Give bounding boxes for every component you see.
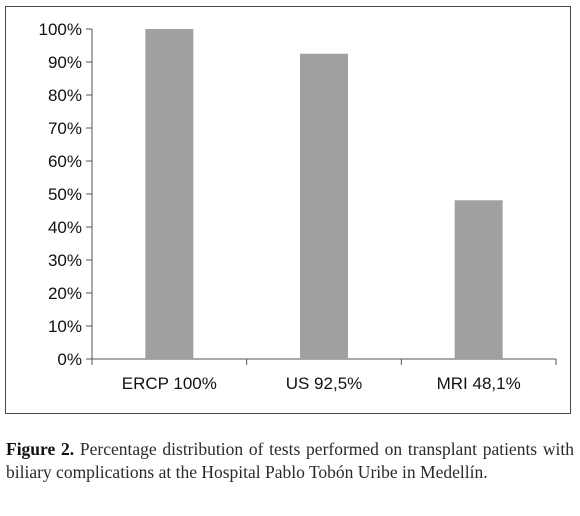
x-category-label: MRI 48,1%	[437, 374, 521, 393]
caption-text: Percentage distribution of tests perform…	[6, 439, 574, 482]
y-tick-label: 90%	[48, 53, 82, 72]
y-tick-label: 10%	[48, 317, 82, 336]
bar-chart: 0% 10% 20% 30% 40% 50% 60% 70% 80% 90% 100% ERCP 10…	[39, 20, 557, 393]
y-tick-label: 50%	[48, 185, 82, 204]
y-tick-label: 40%	[48, 218, 82, 237]
x-category-label: US 92,5%	[286, 374, 363, 393]
y-tick-label: 0%	[57, 350, 82, 369]
y-tick-label: 20%	[48, 284, 82, 303]
y-tick-label: 30%	[48, 251, 82, 270]
caption-label: Figure 2.	[6, 439, 75, 459]
chart-frame: 0% 10% 20% 30% 40% 50% 60% 70% 80% 90% 100% ERCP 10…	[5, 6, 571, 414]
y-tick-label: 60%	[48, 152, 82, 171]
bar	[145, 29, 194, 359]
y-tick-label: 80%	[48, 86, 82, 105]
bar	[300, 53, 348, 359]
bar	[454, 200, 503, 359]
x-category-label: ERCP 100%	[122, 374, 217, 393]
y-tick-label: 70%	[48, 119, 82, 138]
y-tick-label: 100%	[39, 20, 82, 39]
figure-caption: Figure 2. Percentage distribution of tes…	[6, 438, 574, 484]
